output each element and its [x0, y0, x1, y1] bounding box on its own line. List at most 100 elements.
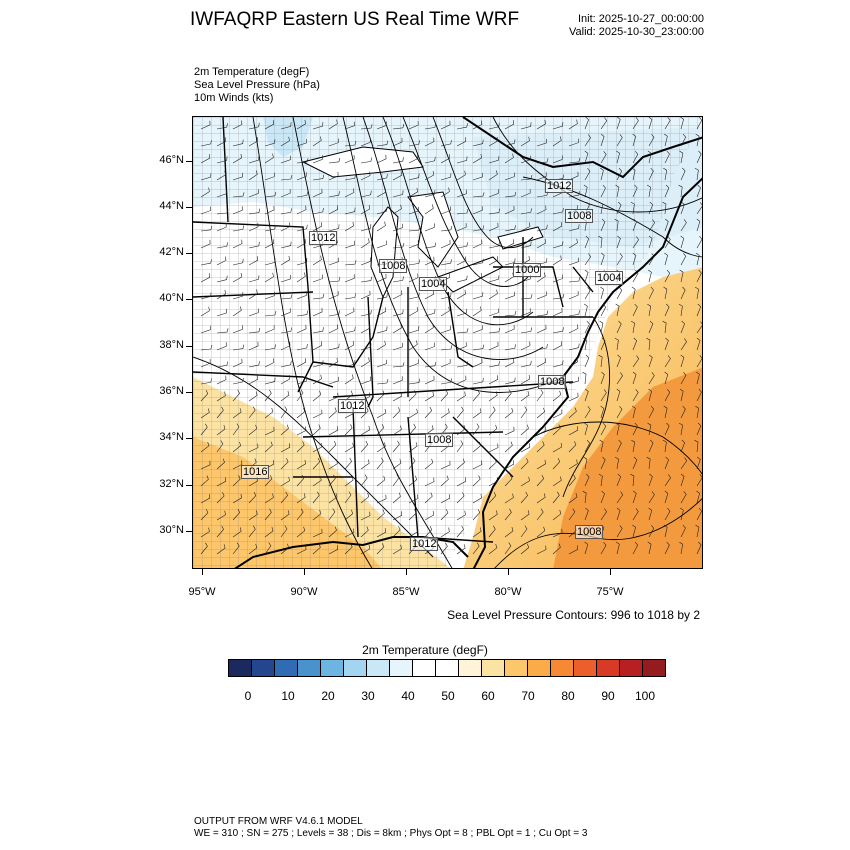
- wind-barb: [472, 239, 483, 249]
- wind-barb: [488, 510, 498, 521]
- wind-barb: [568, 493, 578, 504]
- wind-barb: [568, 407, 577, 419]
- wind-barb: [568, 474, 576, 487]
- lat-tick: [186, 161, 192, 162]
- wind-barb: [520, 122, 532, 130]
- wind-barb: [504, 153, 514, 164]
- wind-barb: [568, 441, 577, 453]
- wind-barb: [472, 542, 480, 555]
- map-canvas: [193, 117, 702, 568]
- wind-barb: [632, 270, 639, 283]
- wind-barb: [696, 490, 700, 504]
- wind-barb: [424, 406, 433, 419]
- wind-barb: [536, 407, 546, 419]
- wind-barb: [392, 459, 402, 470]
- weather-map: 1012 1008 1012 1008 1004 1000 1004 1008 …: [192, 116, 703, 569]
- wind-barb: [472, 408, 482, 419]
- wind-barb: [328, 493, 338, 504]
- wind-barb: [616, 201, 622, 215]
- wind-barb: [408, 240, 419, 249]
- wind-barb: [280, 255, 290, 266]
- wind-barb: [632, 337, 638, 351]
- lat-tick: [186, 531, 192, 532]
- wind-barb: [631, 167, 636, 181]
- wind-barb: [312, 390, 322, 402]
- slp-label: 1004: [595, 271, 624, 285]
- wind-barb: [392, 425, 402, 436]
- wind-barb: [504, 389, 512, 402]
- wind-barb: [232, 441, 242, 453]
- wind-barb: [328, 324, 339, 334]
- wind-barb: [472, 272, 483, 283]
- wind-barb: [328, 407, 337, 419]
- wind-barb: [312, 155, 323, 164]
- wind-barb: [328, 310, 340, 317]
- wind-barb: [232, 325, 243, 334]
- colorbar-swatch: [620, 660, 643, 676]
- wind-barb: [584, 406, 591, 419]
- lat-tick: [186, 346, 192, 347]
- wind-barb: [376, 273, 387, 283]
- lat-label: 38°N: [159, 339, 184, 351]
- wind-barb: [408, 326, 420, 334]
- wind-barb: [520, 294, 533, 300]
- wind-barb: [312, 255, 322, 266]
- wind-barb: [680, 372, 687, 385]
- wind-barb: [552, 207, 564, 215]
- wind-barb: [520, 189, 531, 198]
- wind-barb: [600, 405, 605, 419]
- wind-barb: [360, 440, 369, 453]
- wind-barb: [663, 286, 668, 300]
- wind-barb: [264, 120, 275, 130]
- wind-barb: [216, 375, 227, 385]
- wind-barb: [648, 253, 655, 266]
- wind-barb: [440, 359, 451, 368]
- colorbar-swatch: [252, 660, 275, 676]
- wind-barb: [584, 235, 590, 249]
- wind-barb: [328, 205, 339, 215]
- wind-barb: [264, 172, 275, 181]
- wind-barb: [296, 324, 307, 334]
- wind-barb: [520, 222, 531, 232]
- colorbar-label: 30: [361, 689, 375, 703]
- lon-label: 75°W: [596, 586, 624, 598]
- wind-barb: [600, 117, 608, 130]
- wind-barb: [312, 188, 323, 198]
- wind-barb: [488, 341, 499, 351]
- wind-barb: [696, 184, 701, 198]
- wind-barb: [456, 477, 467, 487]
- wind-barb: [264, 272, 274, 283]
- wind-barb: [344, 374, 354, 385]
- wind-barb: [264, 191, 277, 198]
- wind-barb: [296, 441, 305, 453]
- wind-barb: [248, 136, 259, 147]
- wind-barb: [376, 359, 387, 368]
- wind-barb: [600, 303, 607, 317]
- wind-barb: [648, 286, 654, 300]
- wind-barb: [248, 289, 258, 300]
- wind-barb: [536, 138, 547, 147]
- wind-barb: [472, 377, 484, 385]
- wind-barb: [440, 494, 451, 504]
- wind-barb: [472, 139, 484, 147]
- wind-barb: [600, 337, 606, 351]
- wind-barb: [440, 306, 450, 317]
- wind-barb: [440, 389, 449, 402]
- wind-barb: [632, 490, 637, 504]
- wind-barb: [600, 252, 605, 266]
- wind-barb: [232, 225, 244, 232]
- wind-barb: [536, 291, 547, 300]
- wind-barb: [328, 357, 338, 368]
- wind-barb: [616, 150, 620, 164]
- wind-barb: [584, 439, 591, 453]
- wind-barb: [648, 269, 652, 283]
- wind-barb: [616, 541, 620, 555]
- wind-barb: [520, 136, 530, 147]
- wind-barb: [632, 371, 637, 385]
- wind-barb: [536, 508, 544, 521]
- wind-barb: [584, 303, 588, 317]
- wind-barb: [472, 172, 483, 181]
- wind-barb: [630, 201, 635, 215]
- wind-barb: [536, 389, 544, 402]
- wind-barb: [648, 167, 654, 181]
